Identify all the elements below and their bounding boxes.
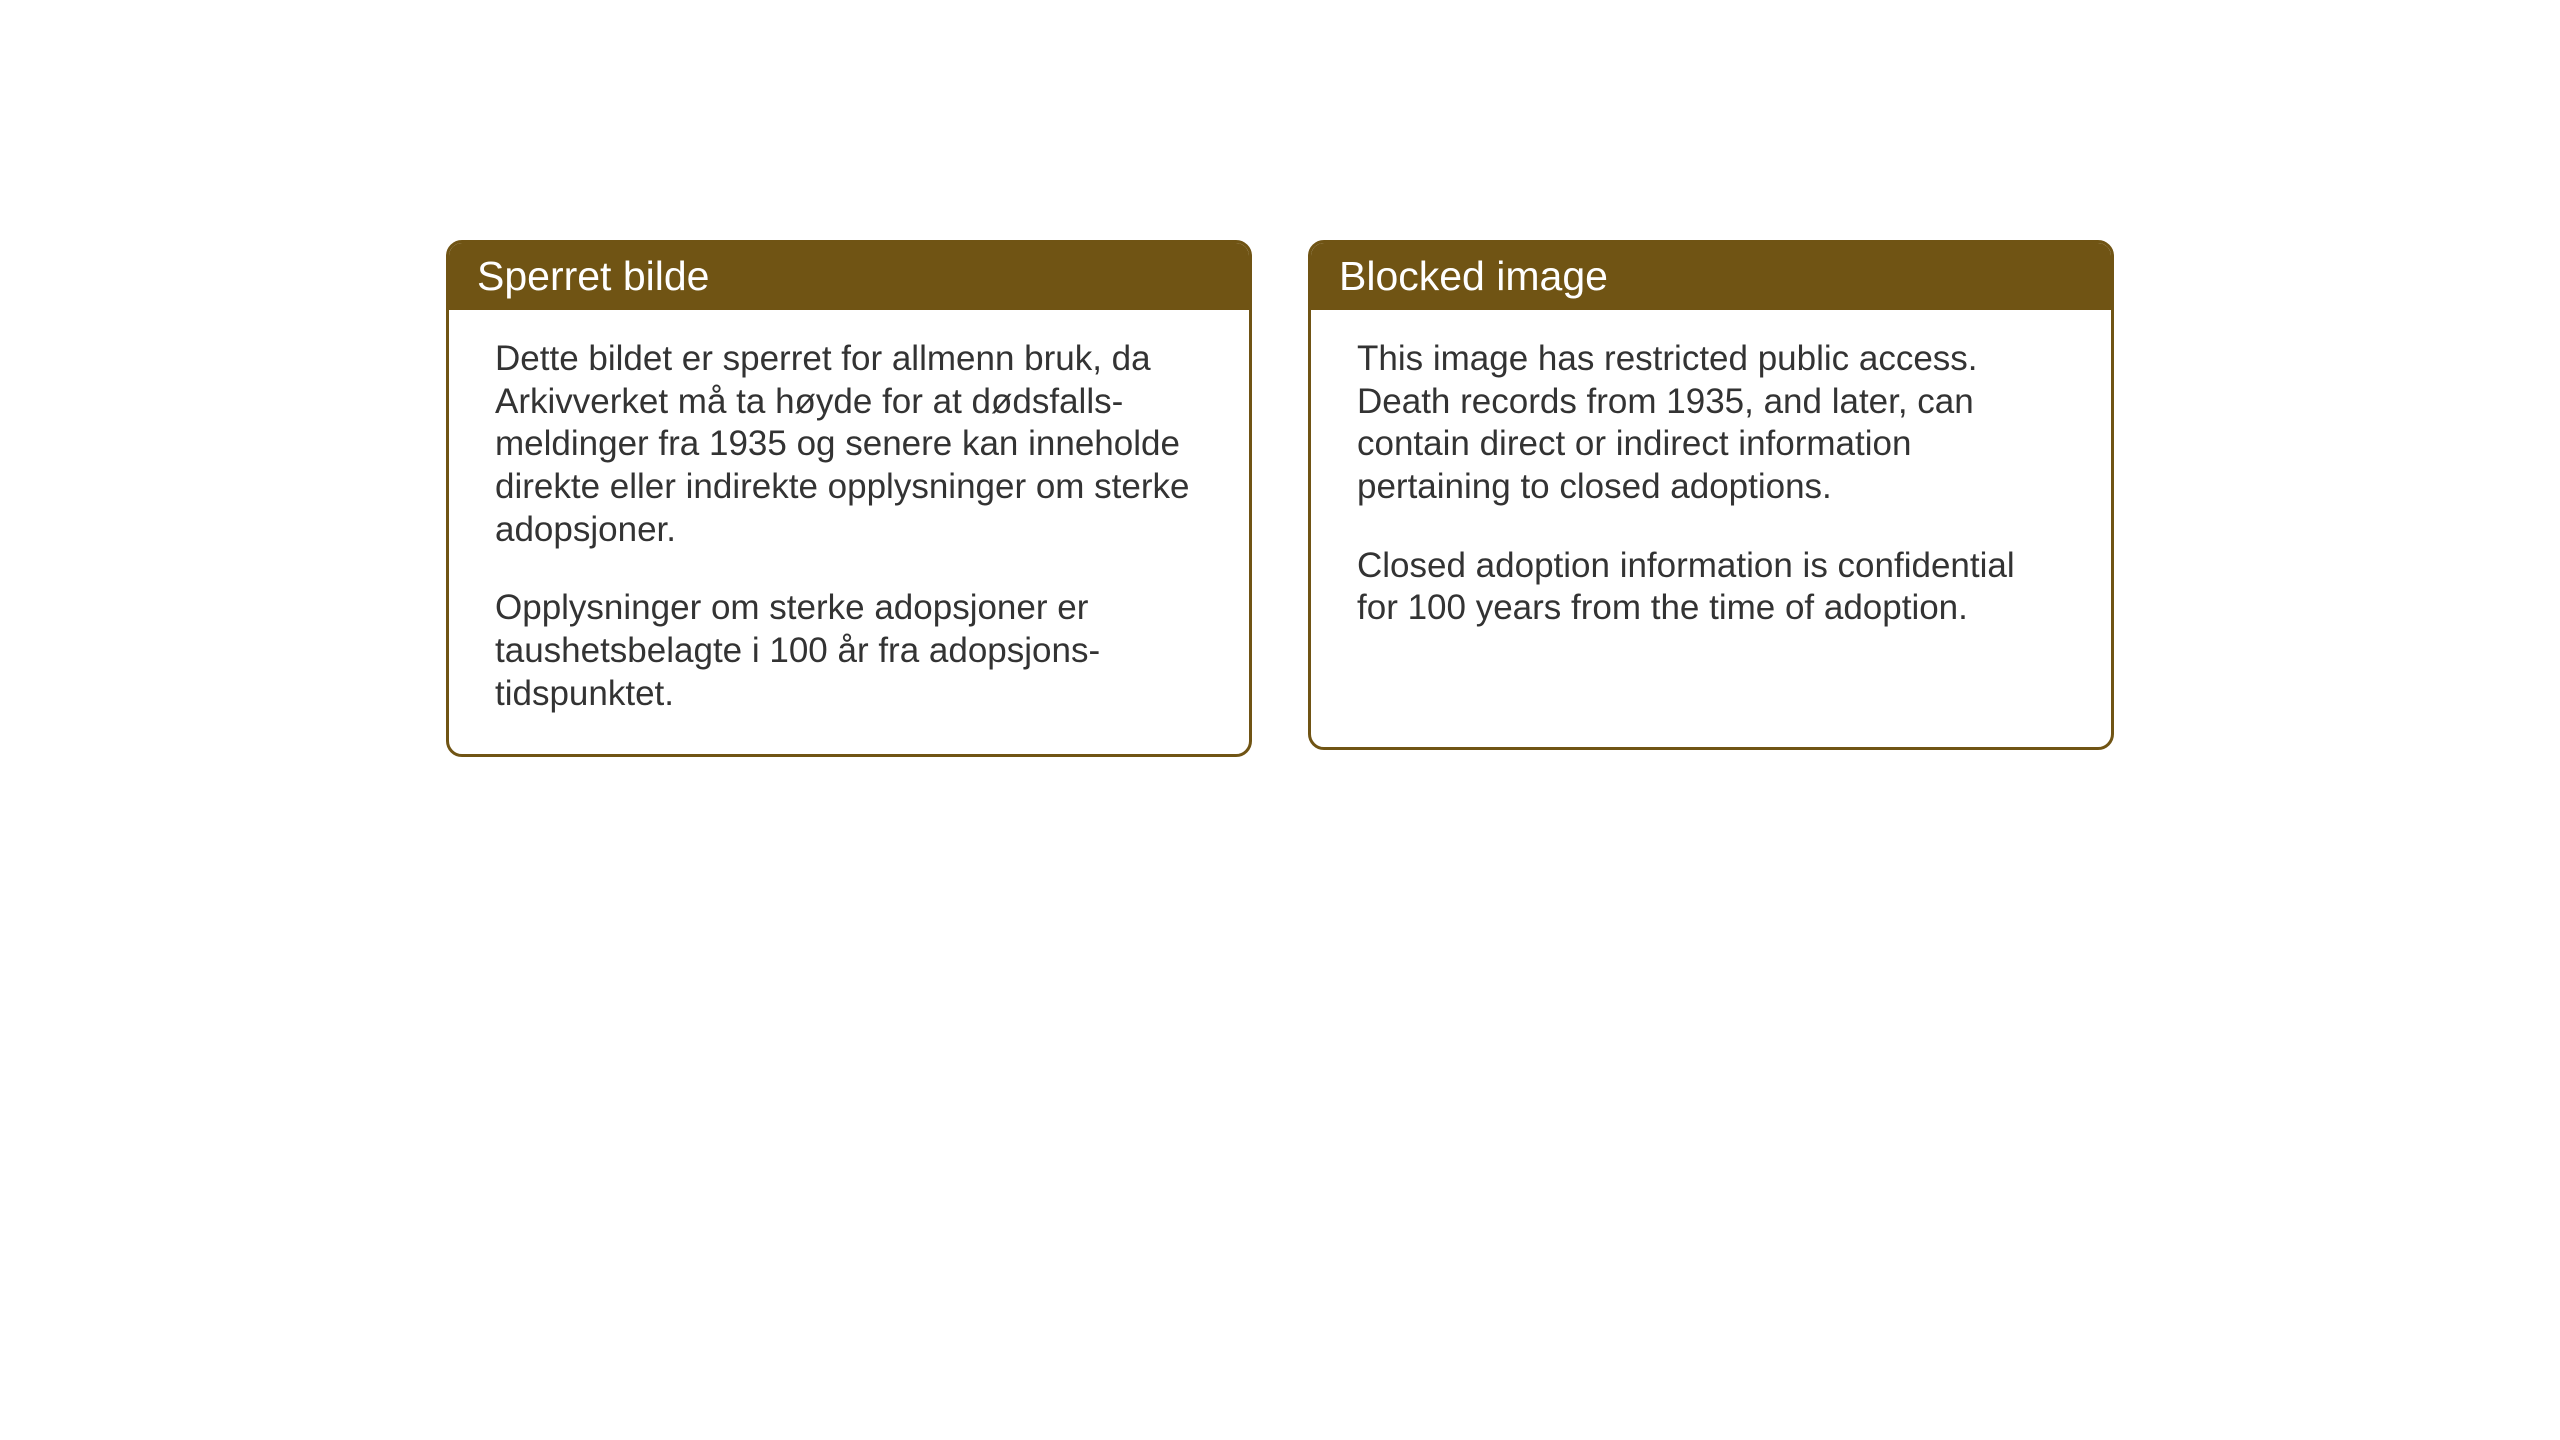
norwegian-paragraph-2: Opplysninger om sterke adopsjoner er tau…: [495, 587, 1203, 715]
english-notice-card: Blocked image This image has restricted …: [1308, 240, 2114, 750]
norwegian-card-body: Dette bildet er sperret for allmenn bruk…: [449, 310, 1249, 754]
english-card-body: This image has restricted public access.…: [1311, 310, 2111, 668]
english-paragraph-2: Closed adoption information is confident…: [1357, 545, 2065, 630]
english-paragraph-1: This image has restricted public access.…: [1357, 338, 2065, 509]
english-card-title: Blocked image: [1311, 243, 2111, 310]
norwegian-notice-card: Sperret bilde Dette bildet er sperret fo…: [446, 240, 1252, 757]
norwegian-card-title: Sperret bilde: [449, 243, 1249, 310]
norwegian-paragraph-1: Dette bildet er sperret for allmenn bruk…: [495, 338, 1203, 551]
cards-container: Sperret bilde Dette bildet er sperret fo…: [446, 240, 2114, 757]
